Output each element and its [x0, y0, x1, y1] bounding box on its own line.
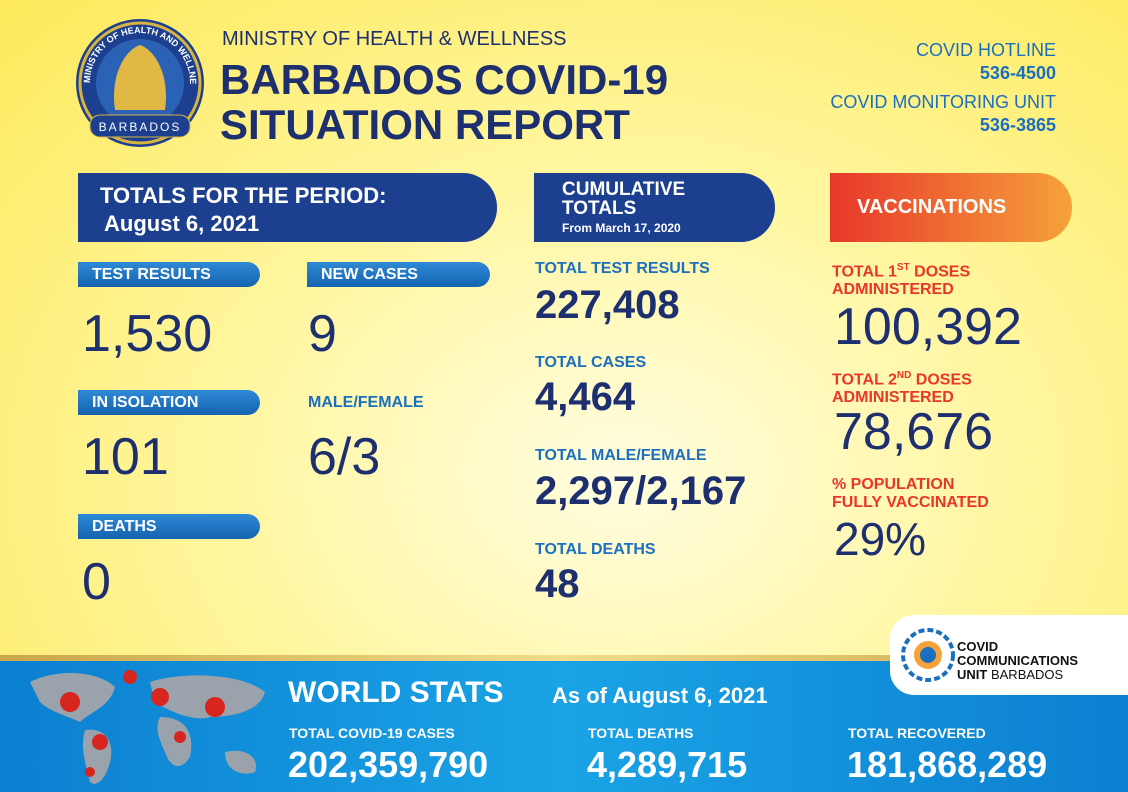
vacc-label-part: TOTAL 2 — [832, 371, 897, 389]
vacc-label-part: % POPULATION — [832, 476, 955, 493]
ministry: MINISTRY OF HEALTH & WELLNESS — [222, 28, 567, 50]
cumulative-box — [534, 173, 775, 242]
ccu-line: COVID — [957, 639, 999, 654]
contact-number: 536-4500 — [979, 63, 1056, 83]
title: SITUATION REPORT — [220, 101, 630, 148]
gold-stripe — [0, 655, 1128, 661]
label-pill: DEATHS — [78, 514, 260, 539]
vacc-value: 100,392 — [834, 298, 1022, 356]
contact-label: COVID HOTLINE — [915, 40, 1056, 60]
world-label: TOTAL RECOVERED — [848, 725, 986, 741]
cumulative-label: TOTAL DEATHS — [535, 541, 656, 558]
ccu-logo-icon — [901, 628, 955, 682]
cumulative-value: 48 — [535, 562, 580, 606]
world-title: WORLD STATS — [288, 676, 504, 709]
label-pill: TEST RESULTS — [78, 262, 260, 287]
world-label: TOTAL DEATHS — [588, 725, 694, 741]
cumulative-label: TOTAL CASES — [535, 354, 647, 371]
world-label: TOTAL COVID-19 CASES — [289, 725, 455, 741]
vacc-label-part: ADMINISTERED — [832, 281, 954, 299]
vacc-label-part: DOSES — [909, 263, 971, 281]
vacc-label-sup: ND — [896, 370, 912, 381]
world-value: 181,868,289 — [847, 744, 1048, 785]
cumulative-value: 4,464 — [535, 375, 636, 419]
cumulative-heading: TOTALS — [562, 198, 637, 219]
vacc-label-part: ADMINISTERED — [832, 389, 954, 407]
ccu-line: BARBADOS — [990, 667, 1064, 682]
period-box — [78, 173, 497, 242]
cumulative-label: TOTAL TEST RESULTS — [535, 260, 710, 277]
contact-number: 536-3865 — [979, 115, 1056, 135]
world-map — [30, 670, 265, 784]
world-value: 202,359,790 — [288, 744, 489, 785]
period-value: 0 — [82, 553, 111, 611]
period-date: August 6, 2021 — [104, 211, 260, 236]
vacc-value: 29% — [834, 513, 927, 565]
cumulative-since: From March 17, 2020 — [562, 221, 681, 235]
world-as-of: As of August 6, 2021 — [552, 683, 768, 708]
vacc-value: 78,676 — [834, 403, 994, 461]
vaccinations-box — [830, 173, 1072, 242]
period-value: 9 — [308, 305, 337, 363]
ccu-line: COMMUNICATIONS — [957, 653, 1079, 668]
period-value: 6/3 — [308, 428, 381, 486]
vacc-label-part: DOSES — [911, 371, 972, 389]
vacc-label: TOTAL 1ST DOSES ADMINISTERED — [832, 259, 970, 299]
vaccinations-heading: VACCINATIONS — [857, 196, 1007, 218]
vacc-label: TOTAL 2ND DOSES ADMINISTERED — [832, 367, 972, 407]
vacc-label: % POPULATION FULLY VACCINATED — [832, 476, 989, 512]
period-value: 1,530 — [82, 305, 213, 363]
ccu-logo-text: COVID COMMUNICATIONS UNIT BARBADOS — [957, 640, 1078, 682]
vacc-label-part: FULLY VACCINATED — [832, 494, 989, 511]
ccu-line: UNIT — [957, 667, 988, 682]
label-pill: IN ISOLATION — [78, 390, 260, 415]
cumulative-label: TOTAL MALE/FEMALE — [535, 447, 707, 464]
vacc-label-sup: ST — [896, 262, 910, 273]
cumulative-heading: CUMULATIVE — [562, 179, 686, 200]
cumulative-value: 2,297/2,167 — [535, 469, 747, 513]
period-heading: TOTALS FOR THE PERIOD: — [100, 183, 387, 208]
period-label: MALE/FEMALE — [308, 394, 424, 411]
label-pill: NEW CASES — [307, 262, 490, 287]
title: BARBADOS COVID-19 — [220, 56, 669, 103]
vacc-label-part: TOTAL 1 — [832, 263, 897, 281]
world-value: 4,289,715 — [587, 744, 748, 785]
ministry-logo: MINISTRY OF HEALTH AND WELLNESS BARBADOS — [70, 15, 204, 147]
cumulative-value: 227,408 — [535, 283, 680, 327]
contact-label: COVID MONITORING UNIT — [830, 92, 1056, 112]
logo-country: BARBADOS — [99, 120, 182, 134]
period-value: 101 — [82, 428, 169, 486]
